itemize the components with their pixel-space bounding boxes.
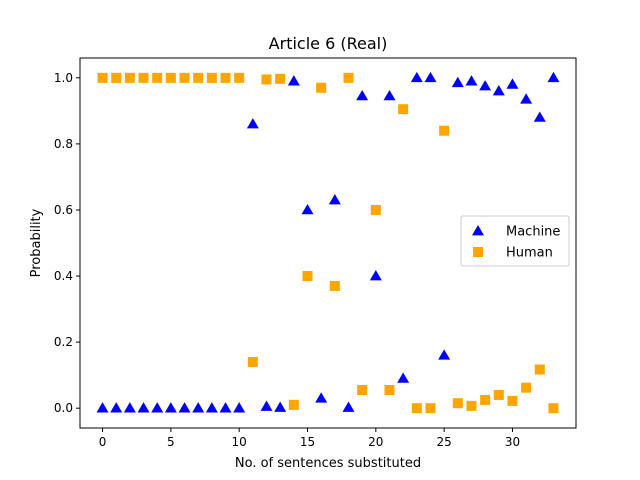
human-point (521, 382, 532, 393)
y-tick-label: 0.0 (54, 401, 73, 415)
chart-title: Article 6 (Real) (269, 34, 388, 53)
machine-point (123, 402, 136, 413)
human-point (534, 364, 545, 375)
machine-point (479, 80, 492, 91)
human-point (316, 82, 327, 93)
human-point (452, 398, 463, 409)
y-tick-label: 1.0 (54, 71, 73, 85)
human-point (493, 389, 504, 400)
human-point (275, 73, 286, 84)
legend-label-machine: Machine (506, 225, 560, 240)
legend-marker-machine (472, 225, 484, 236)
human-point (138, 72, 149, 83)
human-point (111, 72, 122, 83)
y-tick-label: 0.8 (54, 137, 73, 151)
machine-point (246, 118, 259, 129)
y-axis-ticks: 0.0 0.2 0.4 0.6 0.8 1.0 (54, 71, 80, 415)
legend-marker-human (473, 247, 483, 257)
machine-point (506, 78, 519, 89)
machine-point (301, 203, 314, 215)
human-point (507, 395, 518, 406)
human-point (165, 72, 176, 83)
machine-point (137, 402, 150, 413)
human-point (439, 125, 450, 136)
human-point (247, 356, 258, 367)
human-point (411, 403, 422, 414)
machine-point (369, 270, 382, 281)
machine-point (465, 75, 478, 86)
machine-point (96, 402, 109, 413)
human-point (357, 385, 368, 396)
machine-point (287, 75, 300, 86)
machine-point (192, 402, 205, 413)
machine-point (328, 194, 341, 205)
human-point (466, 400, 477, 411)
legend: Machine Human (460, 215, 570, 267)
machine-point (205, 402, 218, 413)
machine-point (315, 392, 328, 403)
human-point (398, 104, 409, 115)
machine-point (492, 85, 505, 96)
human-point (302, 271, 313, 282)
human-point (261, 74, 272, 85)
human-point (97, 72, 108, 83)
machine-point (274, 401, 287, 412)
human-point (370, 204, 381, 215)
series-human (97, 72, 559, 414)
machine-point (424, 71, 437, 83)
data-points (96, 71, 560, 414)
machine-point (438, 349, 451, 360)
human-point (548, 403, 559, 414)
series-machine (96, 71, 560, 413)
machine-point (164, 402, 177, 413)
machine-point (260, 400, 273, 411)
x-axis-ticks: 0 5 10 15 20 25 30 (99, 428, 520, 449)
human-point (425, 403, 436, 414)
machine-point (547, 71, 560, 83)
x-tick-label: 0 (99, 435, 107, 449)
plot-area (79, 57, 577, 429)
machine-point (397, 372, 410, 383)
human-point (329, 280, 340, 291)
machine-point (520, 93, 533, 104)
human-point (206, 72, 217, 83)
human-point (179, 72, 190, 83)
y-tick-label: 0.4 (54, 269, 73, 283)
machine-point (233, 402, 246, 413)
x-tick-label: 30 (505, 435, 520, 449)
machine-point (533, 111, 546, 122)
machine-point (383, 89, 396, 101)
x-tick-label: 5 (167, 435, 175, 449)
machine-point (219, 402, 232, 413)
machine-point (410, 71, 423, 83)
y-tick-label: 0.2 (54, 335, 73, 349)
machine-point (178, 402, 191, 413)
human-point (193, 72, 204, 83)
human-point (220, 72, 231, 83)
axes-frame (79, 57, 577, 429)
legend-entries: Machine Human (472, 225, 560, 261)
legend-label-human: Human (506, 246, 553, 261)
machine-point (356, 89, 369, 101)
legend-box (460, 215, 570, 267)
x-tick-label: 20 (368, 435, 383, 449)
human-point (124, 72, 135, 83)
machine-point (110, 402, 123, 413)
x-tick-label: 10 (232, 435, 247, 449)
x-axis-label: No. of sentences substituted (235, 456, 421, 471)
machine-point (151, 402, 164, 413)
machine-point (451, 76, 464, 88)
y-axis-label: Probability (29, 208, 44, 277)
human-point (234, 72, 245, 83)
x-tick-label: 15 (300, 435, 315, 449)
human-point (480, 394, 491, 405)
machine-point (342, 401, 355, 412)
x-tick-label: 25 (437, 435, 452, 449)
y-tick-label: 0.6 (54, 203, 73, 217)
human-point (384, 385, 395, 396)
human-point (288, 399, 299, 410)
human-point (152, 72, 163, 83)
human-point (343, 72, 354, 83)
